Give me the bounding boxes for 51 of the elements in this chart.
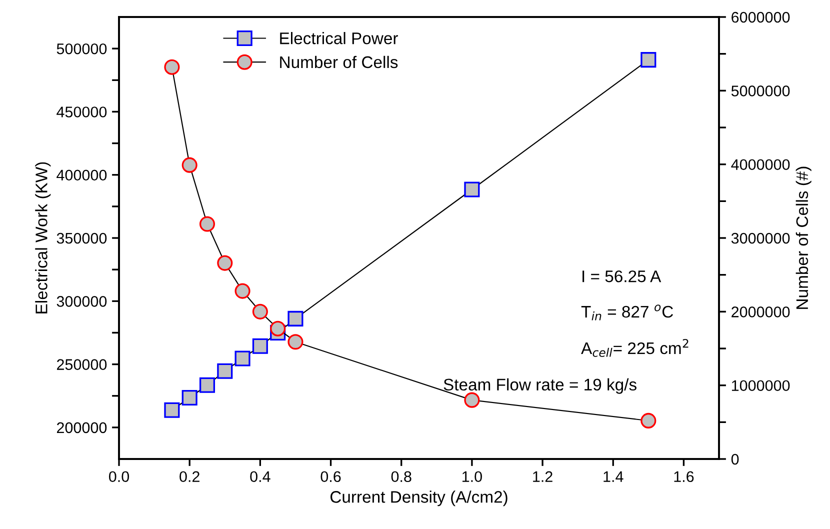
x-tick-label: 0.4 bbox=[250, 471, 270, 482]
x-tick-label: 0.6 bbox=[320, 471, 341, 482]
legend-label: Number of Cells bbox=[280, 56, 398, 68]
y-tick-label: 300000 bbox=[56, 296, 107, 307]
y-axis-title: Electrical Work (KW) bbox=[35, 162, 51, 314]
x-tick-label: 0.2 bbox=[180, 471, 200, 482]
y2-tick-label: 6000000 bbox=[732, 12, 790, 23]
y2-tick-label: 3000000 bbox=[731, 232, 790, 244]
annotation: T$_{in}$ = 827 $^{o}$C bbox=[581, 304, 674, 320]
x-tick-label: 1.0 bbox=[462, 471, 482, 482]
y2-tick-label: 4000000 bbox=[731, 159, 790, 170]
point bbox=[640, 412, 656, 428]
x-tick-label: 1.6 bbox=[674, 471, 694, 482]
y-tick-label: 200000 bbox=[56, 422, 107, 434]
point bbox=[288, 310, 304, 326]
annotation: Steam Flow rate = 19 kg/s bbox=[444, 378, 636, 394]
point bbox=[288, 334, 304, 350]
y-tick-label: 350000 bbox=[56, 232, 107, 244]
point bbox=[164, 59, 180, 75]
point bbox=[217, 255, 233, 271]
annotation: A$_{cell}$= 225 cm$^{2}$ bbox=[581, 338, 688, 357]
y2-axis-title: Number of Cells (#) bbox=[796, 166, 812, 309]
point bbox=[199, 377, 216, 393]
y2-tick-label: 5000000 bbox=[731, 86, 790, 96]
point bbox=[464, 392, 480, 408]
y-tick-label: 250000 bbox=[56, 359, 107, 370]
point bbox=[164, 402, 180, 418]
x-tick-label: 1.4 bbox=[604, 471, 624, 482]
x-tick-label: 1.2 bbox=[533, 471, 552, 482]
x-axis-title: Current Density (A/cm2) bbox=[330, 490, 508, 506]
point bbox=[464, 182, 480, 198]
annotation: I = 56.25 A bbox=[582, 270, 662, 282]
y-tick-label: 400000 bbox=[56, 170, 107, 181]
point bbox=[252, 338, 268, 354]
y2-tick-label: 1000000 bbox=[732, 380, 790, 392]
point bbox=[234, 283, 250, 299]
y2-tick-label: 2000000 bbox=[732, 306, 790, 318]
point bbox=[252, 304, 268, 320]
y-tick-label: 450000 bbox=[56, 106, 107, 118]
x-tick-label: 0.0 bbox=[108, 471, 130, 482]
point bbox=[640, 52, 656, 68]
y2-tick-label: 0 bbox=[731, 454, 739, 465]
x-tick-label: 0.8 bbox=[391, 471, 412, 482]
point bbox=[217, 363, 233, 379]
point bbox=[199, 216, 216, 232]
y-tick-label: 500000 bbox=[56, 43, 107, 54]
point bbox=[234, 350, 250, 366]
point bbox=[182, 390, 198, 406]
legend-label: Electrical Power bbox=[280, 32, 398, 44]
point bbox=[182, 157, 198, 173]
point bbox=[270, 320, 286, 336]
